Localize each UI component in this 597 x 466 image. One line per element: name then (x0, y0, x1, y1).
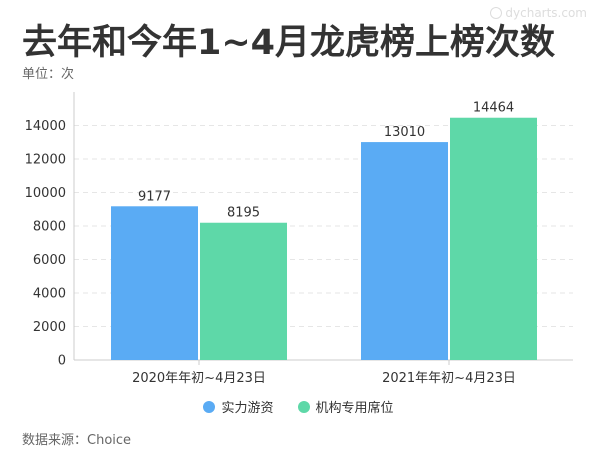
legend-marker-icon (203, 400, 216, 413)
data-label: 14464 (473, 101, 514, 116)
legend-item-series-2[interactable]: 机构专用席位 (297, 397, 394, 416)
dycharts-logo-icon (490, 7, 503, 19)
legend: 实力游资 机构专用席位 (0, 397, 597, 416)
bar (111, 206, 198, 360)
bar (200, 222, 287, 360)
legend-marker-icon (297, 400, 310, 413)
watermark: dycharts.com (490, 6, 587, 20)
data-label: 9177 (138, 189, 171, 204)
y-tick-label: 12000 (25, 153, 66, 168)
y-tick-label: 8000 (33, 220, 66, 235)
data-label: 8195 (227, 206, 260, 221)
y-tick-label: 0 (58, 354, 66, 369)
bar (361, 142, 448, 360)
legend-label: 实力游资 (221, 401, 274, 416)
y-tick-label: 4000 (33, 287, 66, 302)
x-tick-label: 2021年年初~4月23日 (382, 371, 516, 386)
data-label: 13010 (384, 125, 425, 140)
legend-item-series-1[interactable]: 实力游资 (203, 397, 274, 416)
watermark-text: dycharts.com (505, 6, 587, 20)
y-tick-label: 2000 (33, 320, 66, 335)
chart-title: 去年和今年1~4月龙虎榜上榜次数 (22, 23, 556, 63)
bar (450, 117, 537, 360)
legend-label: 机构专用席位 (315, 401, 394, 416)
unit-label: 单位：次 (22, 67, 75, 82)
y-tick-label: 6000 (33, 253, 66, 268)
y-tick-label: 14000 (25, 119, 66, 134)
data-source: 数据来源：Choice (22, 433, 132, 448)
y-tick-label: 10000 (25, 186, 66, 201)
x-tick-label: 2020年年初~4月23日 (132, 371, 266, 386)
